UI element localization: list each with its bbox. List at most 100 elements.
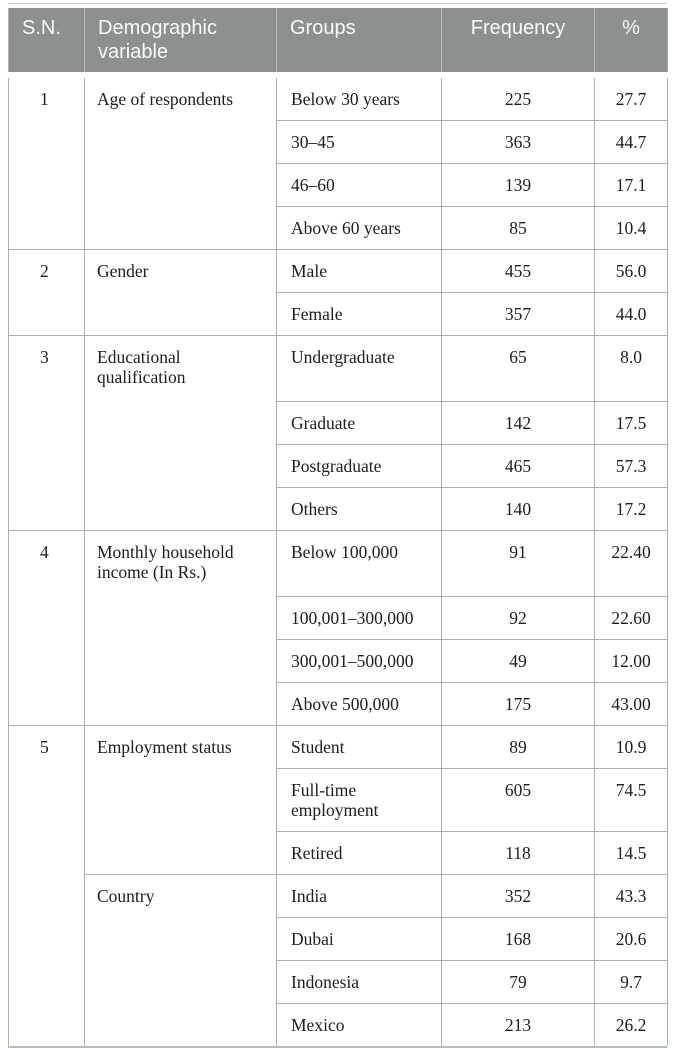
group-cell: Above 500,000 — [276, 682, 442, 726]
frequency-cell: 140 — [441, 487, 595, 531]
col-header-percent: % — [594, 8, 668, 78]
table-row: 5 Employment status Student 89 10.9 — [8, 725, 668, 1046]
group-cell: Postgraduate — [276, 444, 442, 488]
sn-cell: 1 — [8, 75, 85, 250]
percent-cell: 74.5 — [594, 768, 668, 832]
group-cell: 30–45 — [276, 120, 442, 164]
frequency-cell: 605 — [441, 768, 595, 832]
table-row: Retired 118 14.5 — [9, 831, 668, 875]
frequency-cell: 168 — [441, 917, 595, 961]
percent-cell: 17.2 — [594, 487, 668, 531]
group-cell: 46–60 — [276, 163, 442, 207]
table-row: Above 60 years 85 10.4 — [9, 206, 668, 250]
table-row: Female 357 44.0 — [9, 292, 668, 336]
percent-cell: 22.40 — [594, 530, 668, 597]
percent-cell: 12.00 — [594, 639, 668, 683]
frequency-cell: 89 — [441, 725, 595, 769]
table-row: 2 Gender Male 455 56.0 — [8, 249, 668, 336]
percent-cell: 26.2 — [594, 1003, 668, 1046]
percent-cell: 44.0 — [594, 292, 668, 336]
percent-cell: 17.5 — [594, 401, 668, 445]
col-header-frequency: Frequency — [441, 8, 595, 78]
table-row: 3 Educational qualification Undergraduate 6… — [8, 335, 668, 531]
variable-cell: Country — [84, 874, 277, 1046]
table-row: Others 140 17.2 — [9, 487, 668, 531]
group-cell: Graduate — [276, 401, 442, 445]
frequency-cell: 142 — [441, 401, 595, 445]
group-cell: Male — [276, 249, 442, 293]
sn-cell: 3 — [8, 335, 85, 531]
table-row: Postgraduate 465 57.3 — [9, 444, 668, 488]
group-cell: Below 30 years — [276, 75, 442, 121]
table-row: Indonesia 79 9.7 — [9, 960, 668, 1004]
frequency-cell: 352 — [441, 874, 595, 918]
percent-cell: 14.5 — [594, 831, 668, 875]
table-row: 30–45 363 44.7 — [9, 120, 668, 164]
percent-cell: 27.7 — [594, 75, 668, 121]
percent-cell: 43.00 — [594, 682, 668, 726]
group-cell: 300,001–500,000 — [276, 639, 442, 683]
table-row: 300,001–500,000 49 12.00 — [9, 639, 668, 683]
table-row: 100,001–300,000 92 22.60 — [9, 596, 668, 640]
percent-cell: 56.0 — [594, 249, 668, 293]
frequency-cell: 363 — [441, 120, 595, 164]
frequency-cell: 465 — [441, 444, 595, 488]
group-cell: Below 100,000 — [276, 530, 442, 597]
frequency-cell: 357 — [441, 292, 595, 336]
frequency-cell: 175 — [441, 682, 595, 726]
variable-cell: Educational qualification — [84, 335, 277, 531]
percent-cell: 43.3 — [594, 874, 668, 918]
frequency-cell: 225 — [441, 75, 595, 121]
table-row: Country India 352 43.3 — [9, 874, 668, 1046]
table-header: S.N. Demographic variable Groups Frequen… — [8, 8, 668, 78]
frequency-cell: 213 — [441, 1003, 595, 1046]
frequency-cell: 118 — [441, 831, 595, 875]
col-header-sn: S.N. — [8, 8, 85, 78]
group-cell: Retired — [276, 831, 442, 875]
group-cell: 100,001–300,000 — [276, 596, 442, 640]
frequency-cell: 139 — [441, 163, 595, 207]
frequency-cell: 79 — [441, 960, 595, 1004]
sn-cell: 5 — [8, 725, 85, 1046]
demographics-table-container: S.N. Demographic variable Groups Frequen… — [8, 3, 668, 1048]
frequency-cell: 455 — [441, 249, 595, 293]
percent-cell: 22.60 — [594, 596, 668, 640]
variable-cell: Employment status — [84, 725, 277, 875]
percent-cell: 57.3 — [594, 444, 668, 488]
frequency-cell: 65 — [441, 335, 595, 402]
table-row: 1 Age of respondents Below 30 years 225 27.7 — [8, 75, 668, 250]
sn-cell: 4 — [8, 530, 85, 726]
table-row: Graduate 142 17.5 — [9, 401, 668, 445]
table-row: Above 500,000 175 43.00 — [9, 682, 668, 726]
group-cell: Undergraduate — [276, 335, 442, 402]
frequency-cell: 49 — [441, 639, 595, 683]
percent-cell: 17.1 — [594, 163, 668, 207]
group-cell: Student — [276, 725, 442, 769]
group-cell: India — [276, 874, 442, 918]
group-cell: Dubai — [276, 917, 442, 961]
table-row: Full-time employment 605 74.5 — [9, 768, 668, 832]
frequency-cell: 85 — [441, 206, 595, 250]
demographics-frequency-table: S.N. Demographic variable Groups Frequen… — [8, 8, 668, 1046]
group-cell: Above 60 years — [276, 206, 442, 250]
table-row: Dubai 168 20.6 — [9, 917, 668, 961]
variable-cell: Monthly household income (In Rs.) — [84, 530, 277, 726]
frequency-cell: 92 — [441, 596, 595, 640]
table-row: 46–60 139 17.1 — [9, 163, 668, 207]
percent-cell: 8.0 — [594, 335, 668, 402]
percent-cell: 20.6 — [594, 917, 668, 961]
percent-cell: 44.7 — [594, 120, 668, 164]
variable-cell: Age of respondents — [84, 75, 277, 250]
group-cell: Others — [276, 487, 442, 531]
percent-cell: 10.4 — [594, 206, 668, 250]
percent-cell: 10.9 — [594, 725, 668, 769]
group-cell: Indonesia — [276, 960, 442, 1004]
group-cell: Full-time employment — [276, 768, 442, 832]
col-header-demographic-variable: Demographic variable — [84, 8, 277, 78]
variable-cell: Gender — [84, 249, 277, 336]
table-row: 4 Monthly household income (In Rs.) Below … — [8, 530, 668, 726]
sn-cell: 2 — [8, 249, 85, 336]
group-cell: Mexico — [276, 1003, 442, 1046]
frequency-cell: 91 — [441, 530, 595, 597]
table-body: 1 Age of respondents Below 30 years 225 27.7… — [8, 75, 668, 1046]
